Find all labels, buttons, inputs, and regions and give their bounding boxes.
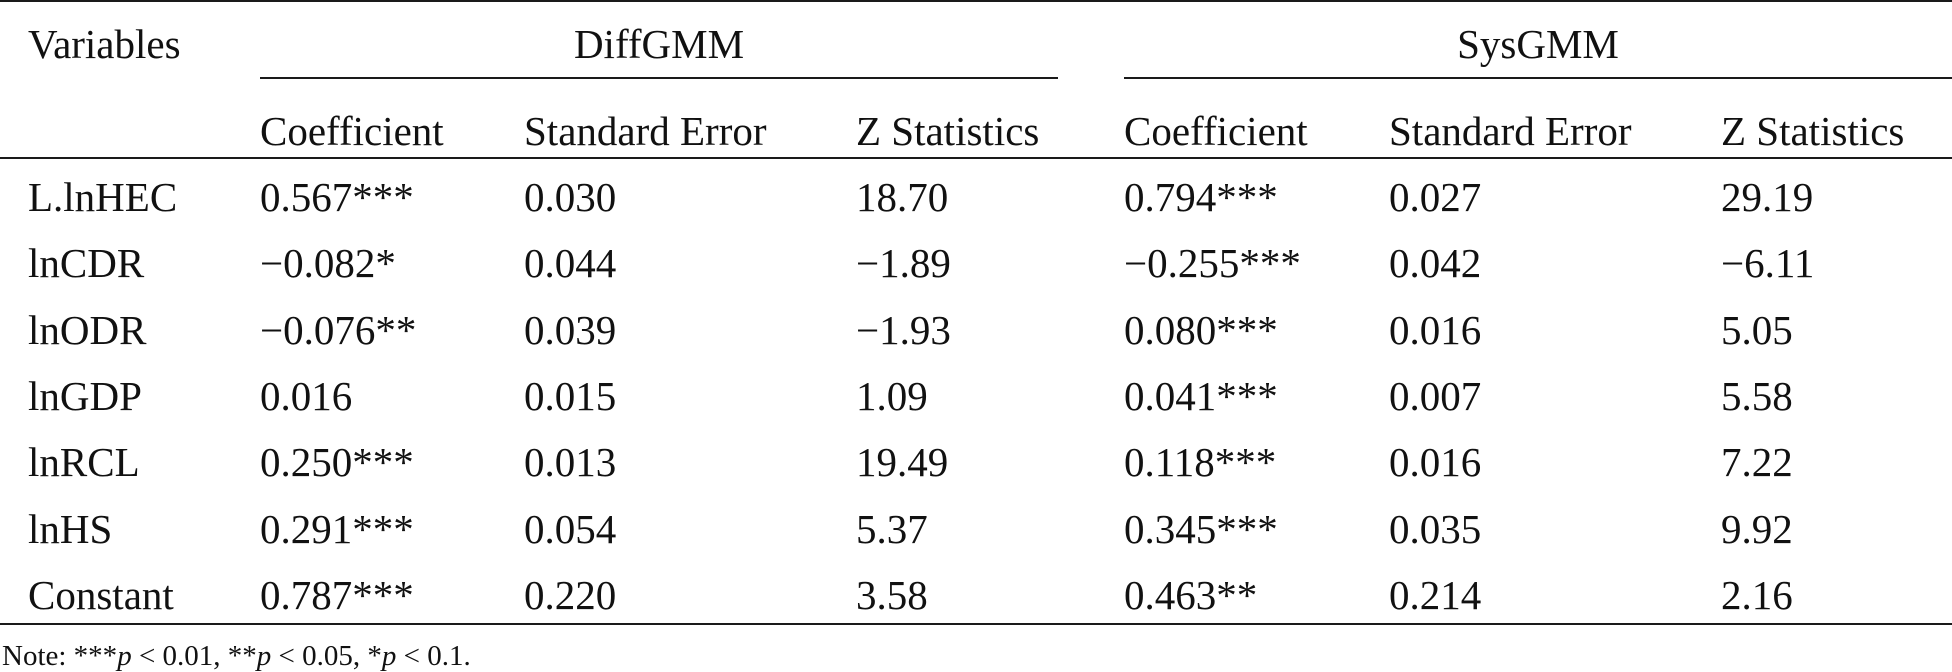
cell-diff-z-statistics: −1.93 (856, 307, 951, 353)
diffgmm-underline (260, 77, 1058, 79)
cell-diff-standard-error: 0.054 (524, 506, 617, 552)
cell-sys-z-statistics: 5.05 (1721, 307, 1793, 353)
row-variable-label: L.lnHEC (28, 174, 178, 220)
cell-diff-coefficient: 0.787*** (260, 572, 414, 618)
cell-sys-z-statistics: 2.16 (1721, 572, 1793, 618)
cell-diff-z-statistics: −1.89 (856, 240, 951, 286)
cell-sys-standard-error: 0.214 (1389, 572, 1482, 618)
note-threshold-1: < 0.01, ** (131, 640, 257, 672)
cell-diff-coefficient: 0.567*** (260, 174, 414, 220)
cell-sys-coefficient: −0.255*** (1124, 240, 1301, 286)
cell-diff-standard-error: 0.013 (524, 439, 617, 485)
row-variable-label: lnHS (28, 506, 113, 552)
cell-sys-coefficient: 0.345*** (1124, 506, 1278, 552)
diffgmm-group-header: DiffGMM (573, 21, 745, 67)
cell-diff-z-statistics: 19.49 (856, 439, 949, 485)
cell-sys-coefficient: 0.080*** (1124, 307, 1278, 353)
cell-diff-standard-error: 0.015 (524, 373, 617, 419)
cell-diff-z-statistics: 18.70 (856, 174, 949, 220)
sysgmm-group-header: SysGMM (1457, 21, 1619, 67)
cell-sys-coefficient: 0.118*** (1124, 439, 1277, 485)
cell-sys-z-statistics: 7.22 (1721, 439, 1793, 485)
variables-header: Variables (28, 21, 181, 67)
cell-sys-coefficient: 0.794*** (1124, 174, 1278, 220)
col-header-diff-standard-error: Standard Error (524, 108, 767, 154)
cell-sys-standard-error: 0.027 (1389, 174, 1482, 220)
cell-sys-standard-error: 0.016 (1389, 439, 1482, 485)
cell-diff-z-statistics: 5.37 (856, 506, 928, 552)
cell-diff-standard-error: 0.039 (524, 307, 617, 353)
row-variable-label: lnRCL (28, 439, 140, 485)
cell-diff-coefficient: −0.082* (260, 240, 396, 286)
row-variable-label: Constant (28, 572, 174, 618)
table-note: Note: ***p < 0.01, **p < 0.05, *p < 0.1. (2, 642, 471, 671)
cell-sys-standard-error: 0.007 (1389, 373, 1482, 419)
cell-sys-standard-error: 0.042 (1389, 240, 1482, 286)
row-variable-label: lnGDP (28, 373, 142, 419)
note-p-symbol: p (256, 640, 272, 672)
col-header-diff-coefficient: Coefficient (260, 108, 444, 154)
row-variable-label: lnCDR (28, 240, 145, 286)
cell-sys-coefficient: 0.041*** (1124, 373, 1278, 419)
note-threshold-3: < 0.1. (396, 640, 471, 672)
cell-sys-z-statistics: −6.11 (1721, 240, 1815, 286)
cell-diff-coefficient: −0.076** (260, 307, 417, 353)
note-threshold-2: < 0.05, * (271, 640, 382, 672)
cell-diff-coefficient: 0.016 (260, 373, 353, 419)
cell-diff-standard-error: 0.044 (524, 240, 617, 286)
col-header-sys-standard-error: Standard Error (1389, 108, 1632, 154)
cell-diff-standard-error: 0.220 (524, 572, 617, 618)
cell-sys-z-statistics: 9.92 (1721, 506, 1793, 552)
bottom-rule (0, 623, 1952, 625)
col-header-sys-z-statistics: Z Statistics (1721, 108, 1905, 154)
row-variable-label: lnODR (28, 307, 147, 353)
cell-diff-z-statistics: 3.58 (856, 572, 928, 618)
cell-sys-standard-error: 0.035 (1389, 506, 1482, 552)
sysgmm-underline (1124, 77, 1952, 79)
col-header-diff-z-statistics: Z Statistics (856, 108, 1040, 154)
cell-sys-coefficient: 0.463** (1124, 572, 1258, 618)
cell-diff-coefficient: 0.291*** (260, 506, 414, 552)
cell-diff-standard-error: 0.030 (524, 174, 617, 220)
note-p-symbol: p (381, 640, 397, 672)
cell-diff-coefficient: 0.250*** (260, 439, 414, 485)
top-rule (0, 0, 1952, 2)
cell-sys-z-statistics: 5.58 (1721, 373, 1793, 419)
cell-diff-z-statistics: 1.09 (856, 373, 928, 419)
header-bottom-rule (0, 157, 1952, 159)
note-p-symbol: p (117, 640, 132, 672)
cell-sys-z-statistics: 29.19 (1721, 174, 1814, 220)
cell-sys-standard-error: 0.016 (1389, 307, 1482, 353)
col-header-sys-coefficient: Coefficient (1124, 108, 1308, 154)
note-prefix: Note: *** (2, 640, 118, 672)
